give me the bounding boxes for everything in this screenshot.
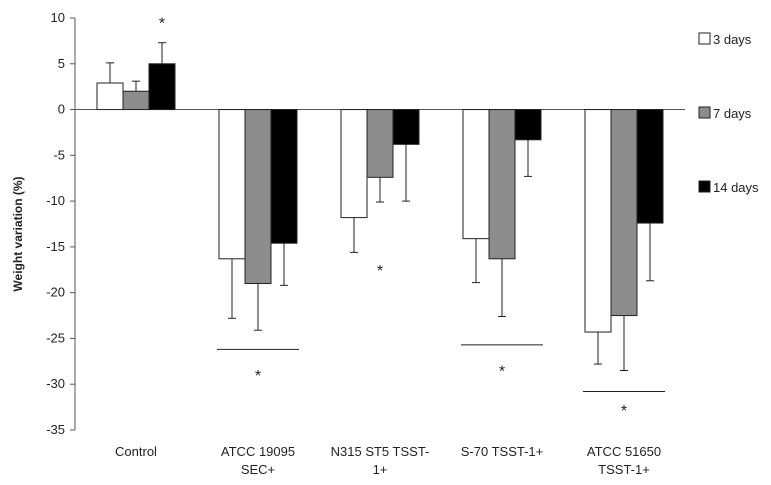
y-tick-label: 10 bbox=[51, 10, 65, 25]
y-tick-label: -30 bbox=[46, 376, 65, 391]
bar-3-days bbox=[218, 109, 246, 260]
annotations: * * * * * bbox=[159, 16, 665, 420]
y-tick-label: -15 bbox=[46, 239, 65, 254]
y-tick-label: 5 bbox=[58, 56, 65, 71]
legend-swatch-3-days bbox=[698, 32, 711, 45]
bar-7-days bbox=[366, 109, 394, 178]
error-bars bbox=[106, 42, 654, 371]
x-category-label: TSST-1+ bbox=[598, 462, 650, 477]
bar-3-days bbox=[462, 109, 490, 240]
axes: 10 5 0 -5 -10 -15 -20 -25 -30 -35 Weight variation… bbox=[11, 10, 685, 477]
x-category-label: Control bbox=[115, 444, 157, 459]
x-category-label: 1+ bbox=[373, 462, 388, 477]
y-tick-label: -35 bbox=[46, 422, 65, 437]
x-category-label: SEC+ bbox=[241, 462, 275, 477]
bar-14-days bbox=[148, 63, 176, 111]
bar-3-days bbox=[96, 82, 124, 111]
significance-star: * bbox=[255, 368, 261, 385]
bar-14-days bbox=[636, 109, 664, 224]
y-axis-title: Weight variation (%) bbox=[11, 176, 25, 291]
y-tick-label: -5 bbox=[53, 147, 65, 162]
significance-star: * bbox=[499, 363, 505, 380]
legend-label: 3 days bbox=[713, 32, 752, 47]
legend-label: 14 days bbox=[713, 180, 759, 195]
x-category-label: S-70 TSST-1+ bbox=[461, 444, 544, 459]
significance-star: * bbox=[621, 403, 627, 420]
bar-7-days bbox=[122, 90, 150, 111]
bar-3-days bbox=[584, 109, 612, 333]
significance-star: * bbox=[377, 263, 383, 280]
bars bbox=[96, 63, 664, 333]
bar-7-days bbox=[488, 109, 516, 260]
bar-7-days bbox=[244, 109, 272, 285]
x-category-label: ATCC 19095 bbox=[221, 444, 295, 459]
legend: 3 days 7 days 14 days bbox=[698, 32, 759, 195]
bar-14-days bbox=[514, 109, 542, 141]
significance-star: * bbox=[159, 16, 165, 33]
legend-label: 7 days bbox=[713, 106, 752, 121]
x-category-label: N315 ST5 TSST- bbox=[331, 444, 430, 459]
legend-swatch-7-days bbox=[698, 106, 711, 119]
legend-swatch-14-days bbox=[698, 180, 711, 193]
y-tick-label: -25 bbox=[46, 330, 65, 345]
y-tick-label: 0 bbox=[58, 102, 65, 117]
bar-3-days bbox=[340, 109, 368, 219]
y-tick-label: -20 bbox=[46, 285, 65, 300]
y-tick-label: -10 bbox=[46, 193, 65, 208]
bar-14-days bbox=[270, 109, 298, 244]
bar-7-days bbox=[610, 109, 638, 317]
x-category-label: ATCC 51650 bbox=[587, 444, 661, 459]
bar-14-days bbox=[392, 109, 420, 145]
